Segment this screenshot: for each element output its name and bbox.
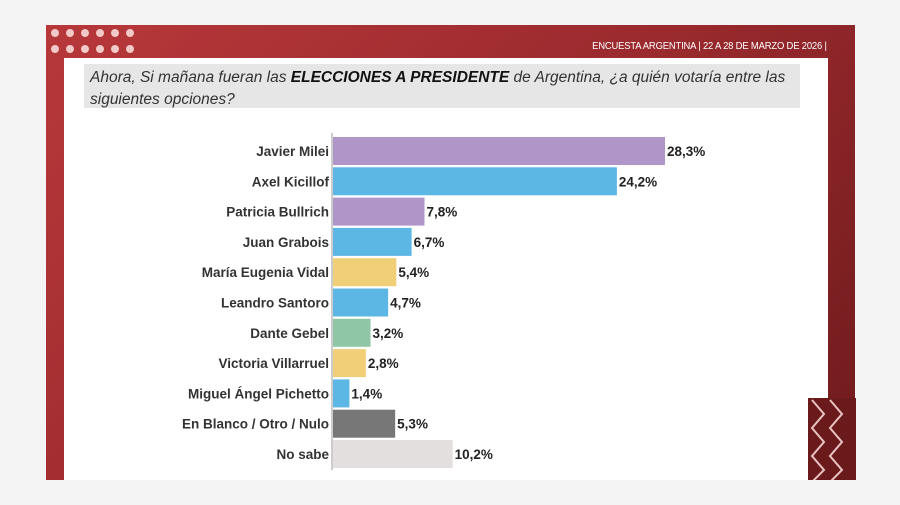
category-label: No sabe <box>276 447 329 462</box>
bar <box>333 440 453 468</box>
value-label: 5,3% <box>397 417 428 432</box>
value-label: 4,7% <box>390 296 421 311</box>
bar <box>333 167 617 196</box>
dot <box>96 45 104 53</box>
question-part: de Argentina, ¿a quién votaría entre las… <box>90 69 786 108</box>
value-label: 3,2% <box>373 326 404 341</box>
bar <box>333 258 397 287</box>
category-label: Axel Kicillof <box>252 174 330 189</box>
zigzag-decoration <box>808 398 856 480</box>
dot <box>111 45 119 53</box>
bar <box>333 318 371 347</box>
survey-header: ENCUESTA ARGENTINA | 22 A 28 DE MARZO DE… <box>592 40 827 52</box>
category-label: Patricia Bullrich <box>226 205 329 220</box>
category-label: Miguel Ángel Pichetto <box>188 386 329 401</box>
value-label: 5,4% <box>398 265 429 280</box>
dot <box>51 45 59 53</box>
value-label: 24,2% <box>619 174 657 189</box>
bar <box>333 137 665 165</box>
category-label: En Blanco / Otro / Nulo <box>182 417 329 432</box>
category-label: Javier Milei <box>256 144 329 159</box>
value-label: 10,2% <box>455 447 493 462</box>
value-label: 28,3% <box>667 144 705 159</box>
dot <box>66 29 74 37</box>
dot <box>126 45 134 53</box>
bar <box>333 409 396 438</box>
chart-card <box>64 58 828 480</box>
category-label: Victoria Villarruel <box>218 356 329 371</box>
dot <box>111 29 119 37</box>
value-label: 6,7% <box>414 235 445 250</box>
bar <box>333 197 425 226</box>
bar <box>333 288 389 317</box>
bar <box>333 227 412 256</box>
category-label: Juan Grabois <box>243 235 329 250</box>
dot <box>81 29 89 37</box>
bar <box>333 379 350 408</box>
value-label: 2,8% <box>368 356 399 371</box>
value-label: 7,8% <box>427 205 458 220</box>
category-label: María Eugenia Vidal <box>202 265 329 280</box>
question-emphasis: ELECCIONES A PRESIDENTE <box>290 69 510 86</box>
dot <box>66 45 74 53</box>
category-label: Dante Gebel <box>250 326 329 341</box>
dot <box>51 29 59 37</box>
dot <box>81 45 89 53</box>
category-label: Leandro Santoro <box>221 296 329 311</box>
bar <box>333 349 366 378</box>
question-text: Ahora, Si mañana fueran las ELECCIONES A… <box>84 64 800 108</box>
dot <box>126 29 134 37</box>
dot <box>96 29 104 37</box>
value-label: 1,4% <box>351 386 382 401</box>
question-part: Ahora, Si mañana fueran las <box>90 69 291 86</box>
